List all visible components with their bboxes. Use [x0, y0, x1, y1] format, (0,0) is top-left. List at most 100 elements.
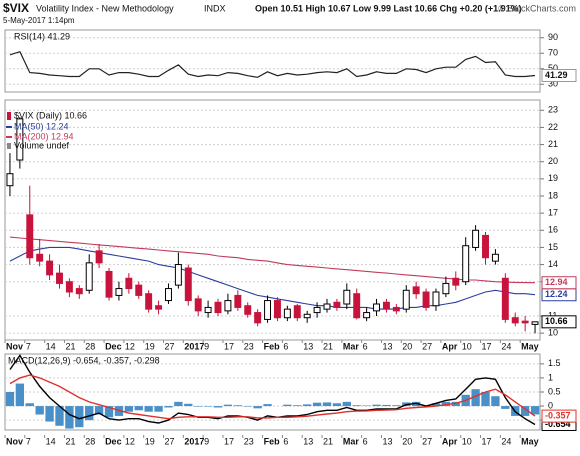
candle-body	[491, 253, 499, 262]
candle-body	[333, 301, 341, 308]
histogram-bar	[194, 406, 203, 407]
y-tick-label: 50	[548, 63, 558, 73]
histogram-bar	[134, 406, 143, 411]
x-tick-label: 24	[501, 341, 511, 351]
panel-label: RSI(14) 41.29	[14, 31, 70, 41]
histogram-bar	[342, 401, 351, 407]
histogram-bar	[124, 406, 134, 412]
x-tick-label: 23	[244, 436, 254, 446]
x-tick-label: 10	[462, 436, 472, 446]
x-tick-label: 20	[402, 341, 412, 351]
x-tick-label: Apr	[442, 436, 458, 446]
value-box	[541, 315, 577, 329]
x-tick-label: 13	[382, 436, 392, 446]
candle-body	[145, 293, 153, 310]
candle-body	[422, 291, 430, 308]
x-tick-label: Apr	[442, 341, 458, 351]
histogram-bar	[312, 402, 322, 407]
symbol: $VIX	[3, 1, 29, 15]
x-tick-label: 27	[165, 341, 175, 351]
value-box	[541, 276, 577, 290]
candle-body	[56, 272, 63, 284]
histogram-bar	[223, 404, 233, 407]
x-tick-label: 9	[204, 436, 209, 446]
x-tick-label: 17	[224, 341, 234, 351]
candle-body	[135, 284, 143, 296]
x-tick-label: 12	[125, 341, 135, 351]
candle-body	[462, 245, 470, 283]
y-tick-label: 0.5	[548, 386, 561, 396]
x-tick-label: 19	[145, 341, 155, 351]
candle-body	[472, 229, 480, 248]
x-tick-label: May	[521, 436, 539, 446]
x-tick-label: 6	[363, 341, 368, 351]
candle-body	[402, 289, 410, 310]
candle-body	[264, 300, 272, 320]
x-tick-label: 13	[303, 436, 313, 446]
y-tick-label: 0	[548, 400, 553, 410]
candle-body	[353, 293, 361, 319]
y-tick-label: 14	[548, 259, 558, 269]
x-tick-label: 7	[26, 341, 31, 351]
histogram-bar	[174, 401, 183, 407]
x-tick-label: 7	[26, 436, 31, 446]
x-tick-label: 9	[204, 341, 209, 351]
value-label: -0.654	[545, 419, 571, 429]
histogram-bar	[55, 406, 64, 426]
line	[9, 236, 536, 284]
credit: © StockCharts.com	[498, 3, 576, 13]
histogram-bar	[15, 383, 25, 407]
histogram-bar	[382, 404, 391, 407]
legend-icon	[7, 143, 11, 149]
y-tick-label: 90	[548, 32, 558, 42]
y-tick-label: 19	[548, 173, 558, 183]
exchange: INDX	[204, 3, 226, 13]
candle-body	[323, 303, 331, 310]
value-label: 10.66	[545, 316, 568, 326]
histogram-bar	[35, 406, 44, 415]
y-tick-label: 23	[548, 105, 558, 115]
x-tick-label: 21	[323, 436, 333, 446]
y-tick-label: 70	[548, 48, 558, 58]
x-tick-label: 21	[65, 341, 75, 351]
x-tick-label: Feb	[264, 436, 281, 446]
histogram-bar	[25, 403, 34, 407]
x-tick-label: Mar	[343, 436, 360, 446]
histogram-bar	[164, 406, 173, 408]
candle-body	[432, 291, 440, 307]
candle-body	[194, 298, 202, 312]
x-tick-label: 27	[422, 341, 432, 351]
x-tick-label: 13	[303, 341, 313, 351]
candle-body	[26, 214, 34, 259]
histogram-bar	[471, 389, 480, 407]
histogram-bar	[293, 405, 302, 407]
y-tick-label: 1	[548, 372, 553, 382]
candle-body	[254, 312, 262, 324]
histogram-bar	[352, 405, 361, 407]
candle-body	[501, 277, 509, 320]
candle-body	[85, 262, 93, 291]
histogram-bar	[154, 406, 163, 412]
line	[9, 50, 536, 78]
histogram-bar	[144, 406, 153, 412]
legend-entry: Volume undef	[14, 140, 70, 150]
x-tick-label: 19	[145, 436, 155, 446]
y-tick-label: 22	[548, 122, 558, 132]
histogram-bar	[5, 392, 15, 407]
x-tick-label: 6	[283, 341, 288, 351]
histogram-bar	[481, 392, 490, 407]
histogram-bar	[530, 406, 540, 415]
candle-body	[531, 321, 539, 325]
candle-body	[303, 313, 311, 319]
x-tick-label: 27	[165, 436, 175, 446]
histogram-bar	[243, 406, 252, 407]
histogram-bar	[233, 405, 242, 407]
x-tick-label: Dec	[105, 436, 122, 446]
candle-body	[204, 306, 212, 314]
candle-body	[184, 267, 192, 302]
x-tick-label: 17	[482, 341, 492, 351]
candle-body	[165, 288, 172, 302]
candle-body	[174, 264, 182, 286]
x-tick-label: May	[521, 341, 539, 351]
